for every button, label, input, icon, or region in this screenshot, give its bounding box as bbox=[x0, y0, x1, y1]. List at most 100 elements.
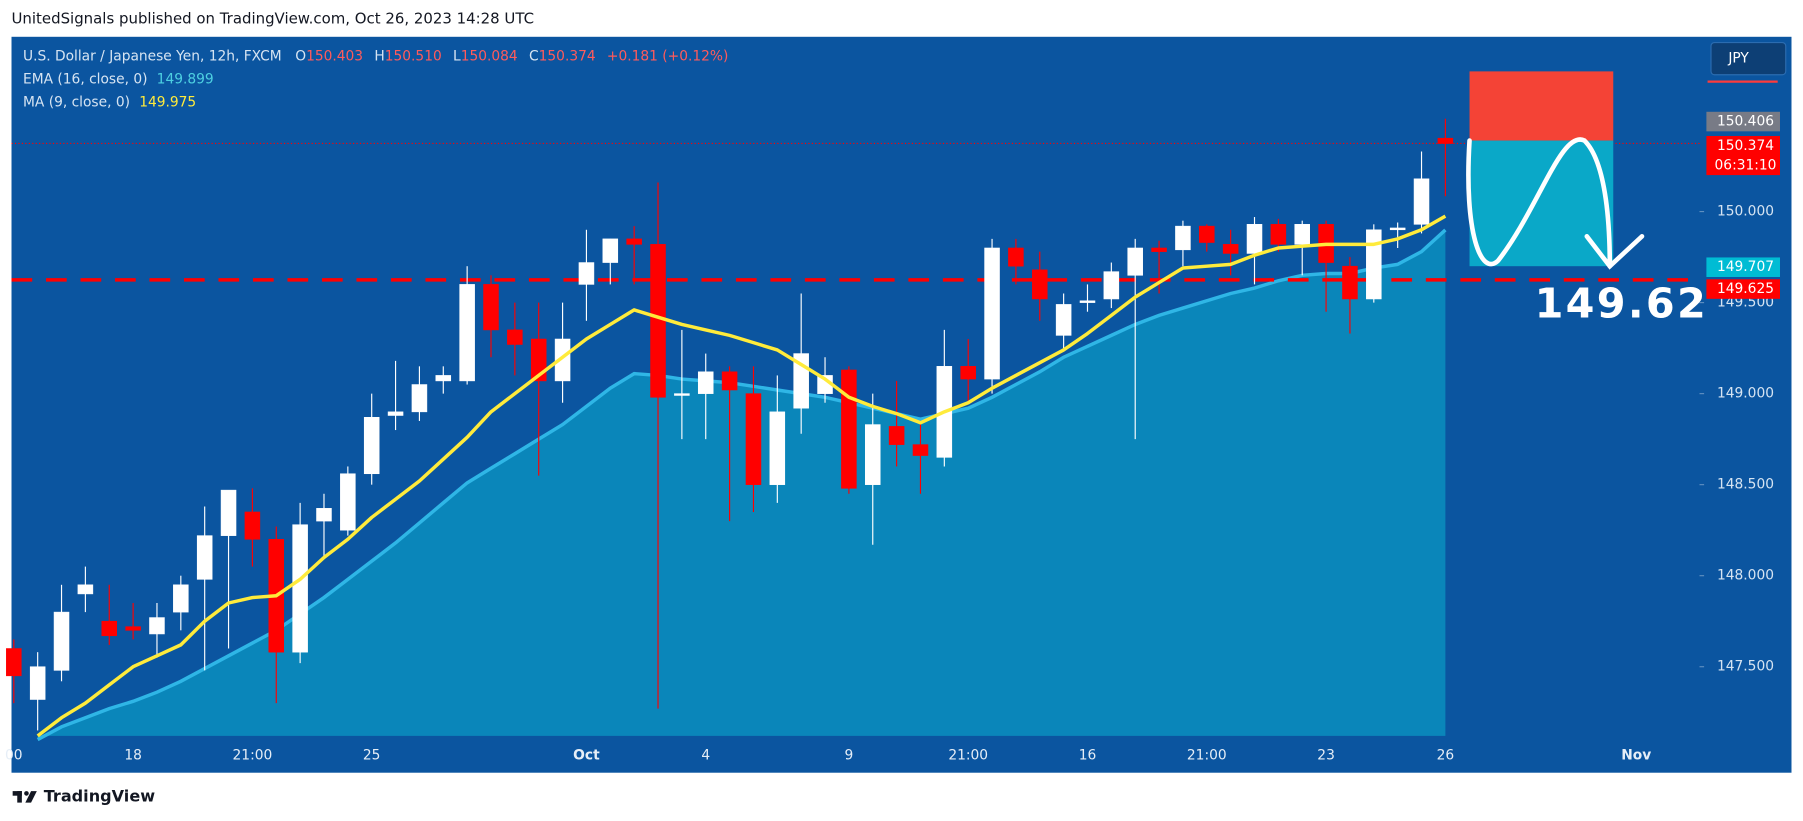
currency[interactable]: JPY bbox=[1727, 51, 1749, 67]
x-tick-label: 21:00 bbox=[948, 747, 988, 763]
stop-zone bbox=[1469, 71, 1614, 141]
candle-body bbox=[960, 366, 976, 380]
candle-body bbox=[6, 648, 22, 677]
ma-name: MA (9, close, 0) bbox=[23, 94, 130, 110]
candle-body bbox=[1437, 137, 1454, 144]
price-badge bbox=[1706, 136, 1780, 176]
candle-body bbox=[1055, 304, 1072, 336]
plot-area: 149.62 00 18 21:00 25 Oct 4 9 21:00 16 21:00 23 26 No… bbox=[5, 71, 1780, 763]
candle-body bbox=[1008, 247, 1024, 267]
candle-body bbox=[984, 247, 1000, 380]
footer-brand: TradingView bbox=[44, 786, 156, 805]
candle-body bbox=[841, 369, 857, 489]
low-value: 150.084 bbox=[461, 48, 518, 64]
ma-line bbox=[36, 214, 1447, 738]
candle-body bbox=[1222, 244, 1239, 254]
price-badge bbox=[1706, 111, 1780, 132]
open-value: 150.403 bbox=[306, 48, 363, 64]
candle-body bbox=[435, 375, 452, 382]
h-label: H bbox=[374, 48, 384, 64]
ema-legend: EMA (16, close, 0) 149.899 bbox=[23, 71, 214, 87]
candle-body bbox=[244, 511, 261, 540]
c-label: C bbox=[529, 48, 539, 64]
change: +0.181 (+0.12%) bbox=[607, 48, 728, 64]
candle-body bbox=[1413, 178, 1430, 225]
candle-body bbox=[1246, 224, 1263, 254]
candle-body bbox=[626, 238, 642, 245]
logo-part bbox=[25, 791, 37, 803]
candle-body bbox=[411, 384, 428, 413]
candle-body bbox=[196, 535, 213, 580]
candle-body bbox=[578, 262, 595, 285]
candle-body bbox=[1151, 247, 1167, 252]
level-annotation: 149.62 bbox=[1535, 279, 1708, 327]
candle-body bbox=[1175, 225, 1191, 251]
symbol: U.S. Dollar / Japanese Yen, 12h, FXCM bbox=[23, 48, 282, 64]
price-badge bbox=[1706, 257, 1780, 277]
candle-body bbox=[674, 393, 690, 396]
y-tick-label: 150.000 bbox=[1717, 204, 1774, 220]
candle-body bbox=[1079, 300, 1096, 303]
x-tick-label: 21:00 bbox=[1187, 747, 1227, 763]
candle-body bbox=[697, 371, 714, 394]
candle-body bbox=[125, 626, 141, 631]
candle-body bbox=[459, 284, 475, 382]
candle-body bbox=[1032, 269, 1048, 300]
logo-part bbox=[24, 791, 29, 796]
candle-body bbox=[650, 244, 666, 398]
currency-button[interactable] bbox=[1710, 41, 1787, 76]
candle-body bbox=[387, 411, 404, 416]
legend: U.S. Dollar / Japanese Yen, 12h, FXCM O1… bbox=[23, 48, 728, 110]
price-badge-label: 149.707 bbox=[1717, 259, 1774, 275]
x-tick-label: Nov bbox=[1621, 747, 1651, 763]
target-zone bbox=[1469, 140, 1614, 267]
high-value: 150.510 bbox=[385, 48, 442, 64]
candle-body bbox=[888, 426, 905, 445]
ma-legend: MA (9, close, 0) 149.975 bbox=[23, 94, 196, 110]
candle-body bbox=[745, 393, 762, 485]
candle-body bbox=[1294, 224, 1310, 245]
o-label: O bbox=[295, 48, 306, 64]
arrow-head bbox=[1584, 233, 1645, 270]
candle-body bbox=[53, 611, 70, 671]
candle-body bbox=[173, 584, 189, 613]
x-tick-label: 00 bbox=[5, 747, 23, 763]
y-tick-label: 148.000 bbox=[1717, 568, 1774, 584]
countdown: 06:31:10 bbox=[1715, 157, 1777, 173]
candle-body bbox=[220, 489, 237, 536]
candle-body bbox=[1199, 225, 1215, 243]
y-tick-label: 147.500 bbox=[1717, 659, 1774, 675]
price-badge-label: 149.625 bbox=[1717, 281, 1774, 297]
ema-area bbox=[37, 229, 1446, 740]
candle-body bbox=[340, 473, 356, 531]
candle-body bbox=[292, 524, 308, 653]
candle-body bbox=[101, 620, 118, 637]
candle-body bbox=[483, 284, 499, 331]
x-tick-label: 25 bbox=[363, 747, 381, 763]
l-label: L bbox=[453, 48, 461, 64]
publish-header: UnitedSignals published on TradingView.c… bbox=[12, 10, 535, 28]
logo-part bbox=[17, 791, 22, 803]
candle-body bbox=[602, 238, 619, 263]
y-tick-label: 148.500 bbox=[1717, 477, 1774, 493]
x-tick-label: 4 bbox=[701, 747, 710, 763]
candle-body bbox=[1270, 224, 1287, 245]
ema-name: EMA (16, close, 0) bbox=[23, 71, 147, 87]
candle-body bbox=[316, 508, 332, 522]
candle-body bbox=[864, 424, 881, 485]
close-value: 150.374 bbox=[539, 48, 596, 64]
candle-body bbox=[77, 584, 94, 595]
x-tick-label: 18 bbox=[124, 747, 142, 763]
legend-line: U.S. Dollar / Japanese Yen, 12h, FXCM O1… bbox=[23, 48, 728, 64]
ema-value: 149.899 bbox=[157, 71, 214, 87]
candle-body bbox=[1389, 227, 1406, 231]
x-tick-label: 21:00 bbox=[233, 747, 273, 763]
price-badge-label: 150.406 bbox=[1717, 114, 1774, 130]
price-badge bbox=[1706, 279, 1780, 299]
candle-body bbox=[149, 617, 165, 635]
x-tick-label: Oct bbox=[573, 747, 600, 763]
candle-body bbox=[507, 329, 523, 345]
candle-body bbox=[1127, 247, 1143, 276]
drawn-arrow bbox=[1466, 137, 1613, 269]
